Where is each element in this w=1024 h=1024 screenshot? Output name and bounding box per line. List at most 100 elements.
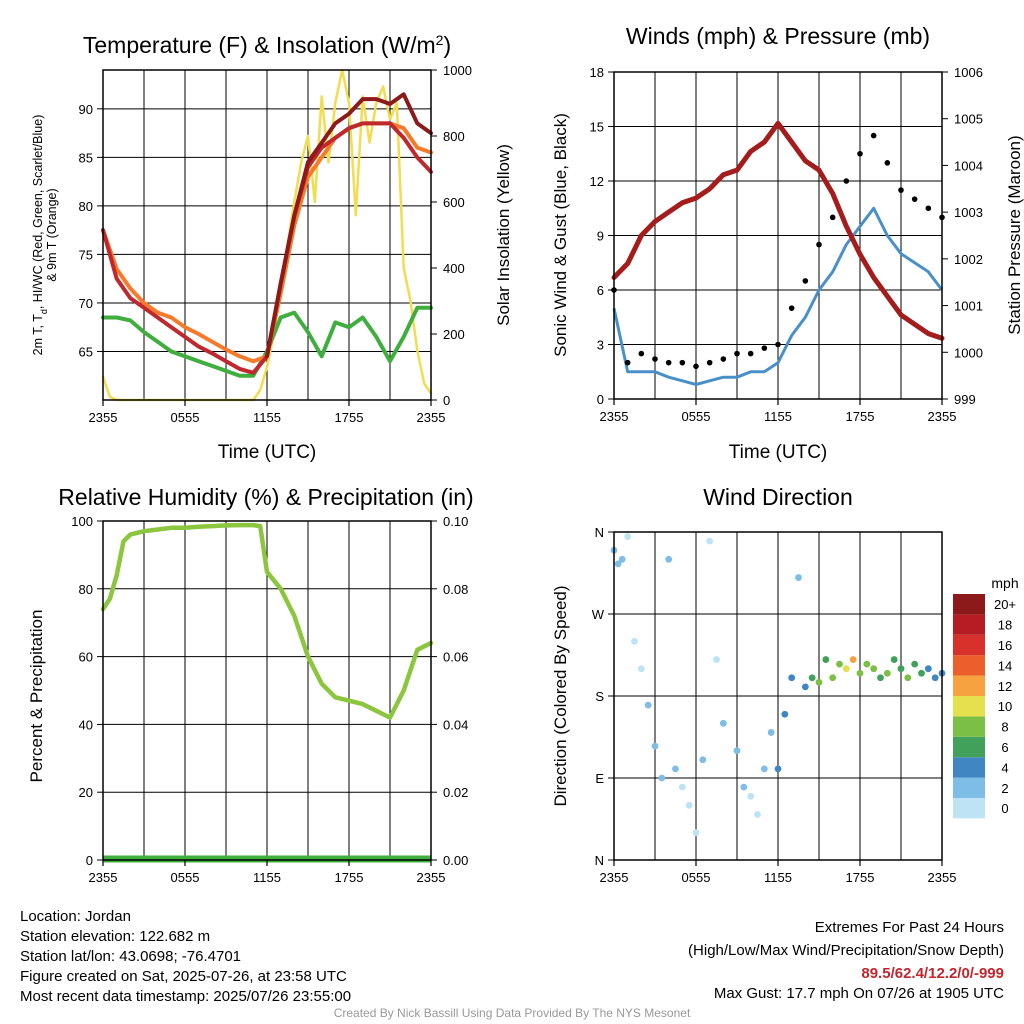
wind-speed-tick-label: 6 <box>597 283 604 298</box>
x-tick-label: 2355 <box>89 410 118 425</box>
precipitation-tick-label: 0.04 <box>443 717 468 732</box>
legend-swatch <box>953 655 985 676</box>
direction-point <box>897 665 905 673</box>
direction-point <box>808 674 816 682</box>
precipitation-tick-label: 0.08 <box>443 582 468 597</box>
legend-label: 10 <box>998 699 1012 714</box>
direction-point <box>672 765 679 773</box>
wind-direction-y-ticks: N E S W N <box>592 525 614 868</box>
legend-label: 14 <box>998 658 1012 673</box>
humidity-tick-label: 0 <box>86 853 93 868</box>
gust-point <box>734 350 740 357</box>
legend-label: 2 <box>1001 781 1008 796</box>
x-tick-label: 2355 <box>928 870 957 885</box>
speed-legend: 0 2 4 6 8 10 12 14 16 18 20+ <box>953 594 1016 819</box>
x-tick-label: 2355 <box>89 870 118 885</box>
humidity-y-ticks: 0 20 40 60 80 100 <box>71 514 103 868</box>
x-tick-label: 1755 <box>335 410 364 425</box>
temperature-title: Temperature (F) & Insolation (W/m2) <box>83 32 451 58</box>
direction-point <box>836 660 843 668</box>
elevation-text: Station elevation: 122.682 m <box>20 928 211 945</box>
gust-point <box>925 205 932 212</box>
pressure-line <box>611 120 945 341</box>
wind-speed-tick-label: 12 <box>590 174 604 189</box>
pressure-y-axis-label: Station Pressure (Maroon) <box>1005 135 1024 334</box>
precipitation-tick-label: 0.02 <box>443 785 468 800</box>
direction-point <box>815 678 823 686</box>
latlon-text: Station lat/lon: 43.0698; -76.4701 <box>20 948 242 965</box>
direction-point <box>665 555 673 563</box>
gust-point <box>665 359 672 366</box>
gust-point <box>829 214 836 221</box>
wind-direction-x-ticks: 2355 0555 1155 1755 2355 <box>600 860 957 885</box>
winds-x-ticks: 2355 0555 1155 1755 2355 <box>600 399 956 424</box>
gust-point <box>775 341 781 348</box>
direction-point <box>774 765 782 773</box>
direction-point <box>754 811 761 818</box>
legend-swatch <box>953 696 985 717</box>
direction-point <box>733 747 741 755</box>
pressure-tick-label: 1005 <box>954 112 983 127</box>
wind-speed-tick-label: 0 <box>597 392 604 407</box>
wind-direction-grid <box>614 531 942 861</box>
precipitation-tick-label: 0.00 <box>443 853 468 868</box>
direction-point <box>692 829 700 837</box>
extremes-values: 89.5/62.4/12.2/0/-999 <box>861 965 1004 982</box>
gust-point <box>652 356 658 362</box>
direction-point <box>719 719 727 727</box>
humidity-tick-label: 40 <box>79 717 93 732</box>
direction-point <box>883 669 891 677</box>
temperature-tick-label: 90 <box>79 102 93 117</box>
wind-speed-tick-label: 18 <box>590 65 604 80</box>
gust-point <box>624 359 631 366</box>
created-text: Figure created on Sat, 2025-07-26, at 23… <box>20 968 347 985</box>
legend-label: 12 <box>998 679 1012 694</box>
wind-speed-y-ticks: 0 3 6 9 12 15 18 <box>590 65 614 407</box>
pressure-tick-label: 1001 <box>954 299 983 314</box>
legend-label: 16 <box>998 638 1012 653</box>
x-tick-label: 2355 <box>600 870 629 885</box>
gust-point <box>843 178 850 184</box>
insolation-tick-label: 1000 <box>443 63 472 78</box>
direction-point <box>740 783 748 791</box>
direction-tick-label: E <box>595 771 604 786</box>
humidity-panel: Relative Humidity (%) & Precipitation (i… <box>27 484 474 885</box>
direction-point <box>767 729 775 736</box>
direction-point <box>624 533 632 540</box>
x-tick-label: 0555 <box>171 870 200 885</box>
pressure-tick-label: 1006 <box>954 65 983 80</box>
precipitation-tick-label: 0.10 <box>443 514 468 529</box>
temperature-y-ticks: 65 70 75 80 85 90 <box>79 102 103 359</box>
pressure-y-ticks: 999 1000 1001 1002 1003 1004 1005 1006 <box>942 65 983 407</box>
gust-point <box>870 132 877 139</box>
x-tick-label: 1755 <box>846 409 875 424</box>
direction-point <box>842 665 850 673</box>
gust-point <box>898 187 904 193</box>
direction-point <box>644 701 652 709</box>
x-tick-label: 0555 <box>682 409 711 424</box>
humidity-tick-label: 20 <box>79 785 93 800</box>
legend-label: 4 <box>1001 760 1008 775</box>
direction-point <box>849 656 857 663</box>
humidity-tick-label: 80 <box>79 582 93 597</box>
gust-point <box>679 359 686 366</box>
gust-point <box>788 305 795 311</box>
temperature-tick-label: 70 <box>79 296 93 311</box>
legend-label: 6 <box>1001 740 1008 755</box>
x-tick-label: 1755 <box>846 870 875 885</box>
temperature-x-axis-label: Time (UTC) <box>218 442 317 463</box>
legend-swatch <box>953 777 985 798</box>
humidity-series <box>100 522 434 863</box>
winds-title: Winds (mph) & Pressure (mb) <box>626 23 930 49</box>
precipitation-tick-label: 0.06 <box>443 650 468 665</box>
direction-point <box>801 683 809 691</box>
gust-point <box>761 345 768 351</box>
direction-point <box>685 801 693 809</box>
wind-direction-y-axis-label: Direction (Colored By Speed) <box>551 585 570 806</box>
insolation-tick-label: 400 <box>443 261 465 276</box>
winds-x-axis-label: Time (UTC) <box>729 442 828 463</box>
x-tick-label: 2355 <box>600 409 629 424</box>
direction-point <box>904 674 912 682</box>
direction-point <box>863 660 871 668</box>
